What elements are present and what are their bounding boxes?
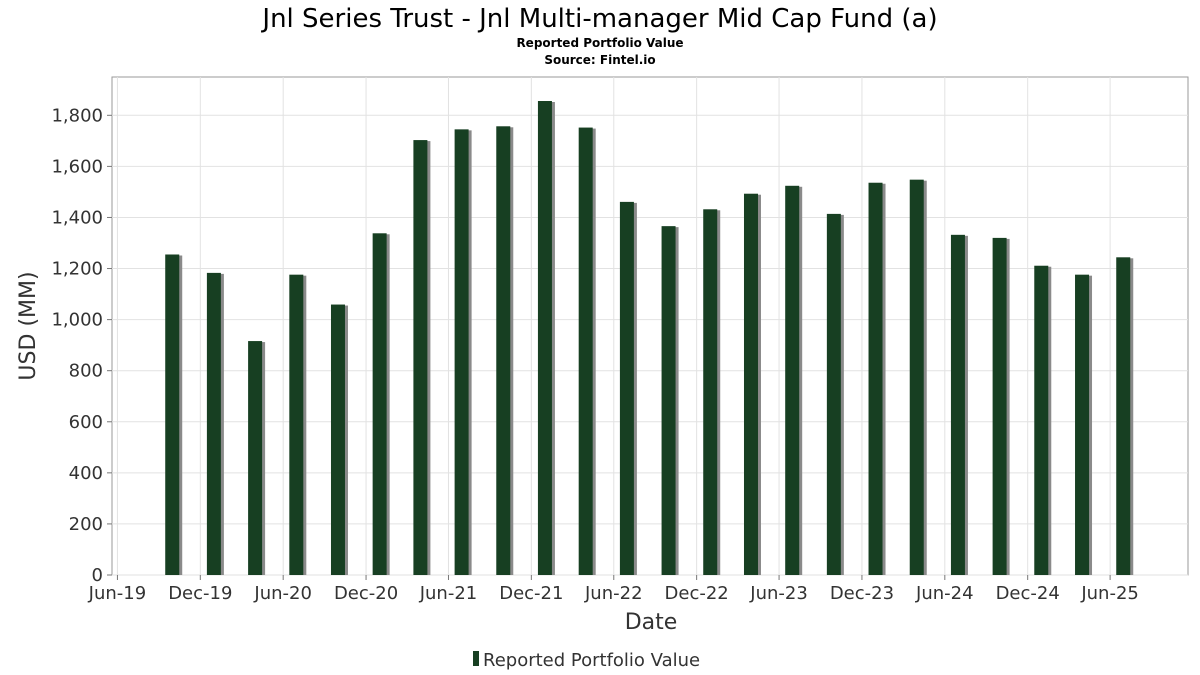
bar xyxy=(538,101,552,575)
bar xyxy=(951,235,965,575)
x-tick-label: Jun-19 xyxy=(88,583,147,604)
bar xyxy=(248,341,262,575)
x-tick-label: Dec-22 xyxy=(665,583,729,604)
bar xyxy=(165,254,179,575)
bar xyxy=(331,305,345,575)
bar xyxy=(993,238,1007,575)
y-tick-label: 1,600 xyxy=(51,156,103,177)
y-tick-label: 1,400 xyxy=(51,207,103,228)
bar xyxy=(496,126,510,575)
bar xyxy=(1075,275,1089,575)
chart-source: Source: Fintel.io xyxy=(544,53,655,67)
x-tick-label: Jun-23 xyxy=(749,583,808,604)
x-tick-label: Jun-21 xyxy=(419,583,478,604)
legend-swatch xyxy=(473,651,479,666)
bar xyxy=(1116,257,1130,575)
y-tick-label: 600 xyxy=(69,412,103,433)
bar xyxy=(662,226,676,575)
x-tick-label: Dec-24 xyxy=(996,583,1060,604)
bar xyxy=(744,194,758,575)
bar xyxy=(373,233,387,575)
legend-label: Reported Portfolio Value xyxy=(483,650,700,671)
x-tick-label: Dec-20 xyxy=(334,583,398,604)
chart-subtitle: Reported Portfolio Value xyxy=(516,36,683,50)
bar xyxy=(579,128,593,575)
bar xyxy=(1034,266,1048,575)
y-tick-label: 1,800 xyxy=(51,105,103,126)
chart-title: Jnl Series Trust - Jnl Multi-manager Mid… xyxy=(260,4,937,34)
plot-area xyxy=(112,77,1188,575)
bar xyxy=(869,183,883,575)
bar xyxy=(207,273,221,575)
bar xyxy=(703,209,717,575)
x-tick-label: Jun-24 xyxy=(915,583,974,604)
x-tick-label: Jun-20 xyxy=(253,583,312,604)
y-tick-label: 200 xyxy=(69,514,103,535)
y-tick-label: 800 xyxy=(69,361,103,382)
bar xyxy=(413,140,427,575)
bar xyxy=(827,214,841,575)
bar xyxy=(785,186,799,575)
x-tick-label: Jun-22 xyxy=(584,583,643,604)
x-axis-label: Date xyxy=(625,610,678,635)
bar xyxy=(620,202,634,575)
bar xyxy=(455,129,469,575)
x-tick-label: Jun-25 xyxy=(1080,583,1139,604)
y-tick-label: 1,200 xyxy=(51,259,103,280)
y-tick-label: 400 xyxy=(69,463,103,484)
x-tick-label: Dec-23 xyxy=(830,583,894,604)
y-axis-label: USD (MM) xyxy=(16,271,41,380)
x-tick-label: Dec-19 xyxy=(168,583,232,604)
x-axis-ticks: Jun-19 Dec-19 Jun-20 Dec-20 Jun-21 Dec-21 Jun-… xyxy=(88,575,1139,604)
chart-canvas: Jnl Series Trust - Jnl Multi-manager Mid… xyxy=(0,0,1200,675)
x-tick-label: Dec-21 xyxy=(499,583,563,604)
y-tick-label: 1,000 xyxy=(51,310,103,331)
bar xyxy=(910,180,924,575)
legend: Reported Portfolio Value xyxy=(473,650,700,671)
bar xyxy=(289,275,303,575)
